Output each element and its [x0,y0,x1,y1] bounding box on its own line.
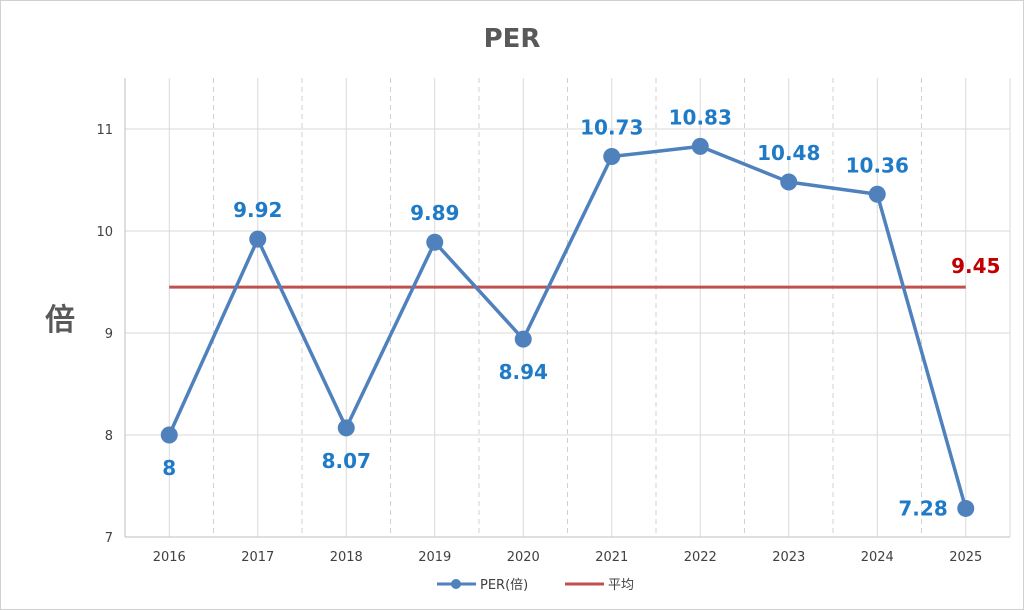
x-tick-label: 2018 [330,550,363,565]
per-data-label: 10.73 [580,116,643,140]
per-data-point [249,230,267,248]
y-tick-label: 10 [96,225,113,240]
x-tick-label: 2021 [595,550,628,565]
per-data-label: 9.92 [233,198,282,222]
per-data-label: 10.36 [846,153,909,177]
x-tick-label: 2022 [684,550,717,565]
chart-title: PER [484,24,541,54]
series-layer: 9.45 8 9.92 8.07 9.89 8.94 10.73 10.83 10.48 10.3… [160,105,1000,520]
grid-lines [125,78,1010,537]
per-data-label: 7.28 [898,496,947,520]
per-data-point [337,419,355,437]
per-data-point [868,185,886,203]
per-series-line [167,144,968,509]
per-data-label: 8.94 [499,360,548,384]
legend-per-label: PER(倍) [480,578,528,593]
per-data-point [957,499,975,517]
y-tick-label: 9 [105,327,113,342]
x-tick-label: 2016 [153,550,186,565]
per-data-label: 8 [162,456,176,480]
x-tick-label: 2023 [772,550,805,565]
y-tick-label: 11 [96,123,113,138]
per-data-label: 8.07 [322,449,371,473]
average-data-label: 9.45 [951,254,1000,278]
legend: PER(倍) 平均 [437,578,634,593]
x-tick-label: 2025 [949,550,982,565]
per-data-label: 9.89 [410,201,459,225]
per-data-label: 10.48 [757,141,820,165]
axes: 7 8 9 10 11 2016 2017 2018 2019 2020 2021 2022 2023 2… [96,78,1011,565]
per-data-point [780,173,798,191]
x-tick-label: 2020 [507,550,540,565]
x-tick-label: 2017 [241,550,274,565]
legend-average-label: 平均 [608,578,634,593]
y-axis-label: 倍 [45,303,75,338]
y-tick-label: 8 [105,429,113,444]
per-data-label: 10.83 [669,105,732,129]
per-data-point [160,426,178,444]
per-data-point [426,233,444,251]
x-tick-label: 2019 [418,550,451,565]
legend-per-swatch-marker [451,579,461,589]
y-tick-label: 7 [105,531,113,546]
per-data-point [603,148,621,166]
per-data-point [691,137,709,155]
per-data-point [514,330,532,348]
x-tick-label: 2024 [861,550,894,565]
